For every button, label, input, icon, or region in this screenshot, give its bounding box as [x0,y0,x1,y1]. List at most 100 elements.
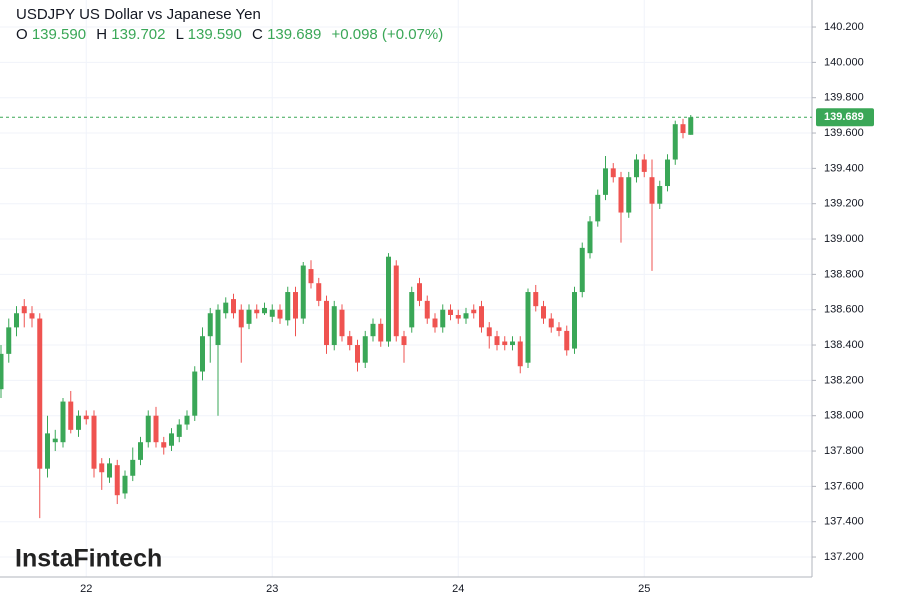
candle-body [91,415,97,469]
candle-body [300,265,306,319]
candle-body [463,313,469,319]
candle-body [21,306,27,314]
y-tick-label: 137.200 [824,551,864,563]
candle-body [564,330,570,351]
y-tick-label: 140.200 [824,21,864,33]
y-tick-label: 140.000 [824,56,864,68]
y-tick-label: 137.800 [824,445,864,457]
x-tick-label: 24 [452,583,464,595]
candle-body [401,336,407,346]
candle-body [657,186,663,204]
candle-body [83,415,89,420]
candle-body [192,371,198,416]
candle-body [176,424,182,437]
candle-body [424,300,430,319]
candle-body [45,433,50,469]
candle-body [184,415,190,425]
candle-body [541,306,546,319]
candle-body [618,177,624,213]
candle-body [370,323,376,337]
candle-body [378,323,384,342]
candle-body [347,336,353,346]
label: L [175,26,184,43]
candle-body [448,309,453,316]
candle-body [107,463,112,478]
candle-body [246,309,252,324]
candle-body [308,269,314,284]
candle-body [324,300,329,346]
candle-body [29,313,35,319]
watermark: InstaFintech [15,545,162,573]
y-tick-label: 139.000 [824,233,864,245]
candle-body [587,221,593,254]
candle-body [409,292,415,328]
candle-body [672,124,678,160]
candle-body [161,442,167,448]
candle-body [223,302,229,314]
y-tick-label: 138.800 [824,268,864,280]
candle-body [269,309,275,317]
candle-body [145,415,151,443]
candle-body [525,292,531,363]
candle-body [386,256,391,342]
candle-body [471,309,477,314]
symbol-title: USDJPY US Dollar vs Japanese Yen [16,6,261,23]
candle-body [238,309,244,328]
y-tick-label: 138.600 [824,304,864,316]
candle-body [603,168,608,195]
y-tick-label: 138.200 [824,374,864,386]
ohlc-line: O 139.590 H 139.702 L 139.590 C 139.689 … [16,25,449,45]
y-tick-label: 137.400 [824,516,864,528]
x-tick-label: 25 [638,583,650,595]
candle-body [285,292,291,321]
candle-body [76,415,81,430]
candle-body [60,401,66,443]
candle-body [665,159,670,187]
candle-body [634,159,639,178]
candle-body [207,313,213,337]
candle-body [316,283,322,301]
last-price-box [816,108,874,127]
x-tick-label: 23 [266,583,278,595]
candle-body [494,336,500,346]
candle-body [52,438,58,443]
candle-body [130,459,136,476]
candle-body [362,336,368,363]
y-tick-label: 139.600 [824,127,864,139]
candle-body [14,313,19,328]
candle-body [641,159,647,172]
candle-body [231,299,236,314]
candle-body [293,292,298,319]
candle-body [331,306,337,346]
label: O [16,26,28,43]
y-tick-label: 137.600 [824,480,864,492]
candle-body [455,315,461,319]
candle-body [393,265,399,337]
high-value: 139.702 [111,26,166,43]
candle-body [533,292,539,307]
y-tick-label: 138.000 [824,410,864,422]
y-tick-label: 139.400 [824,162,864,174]
candle-body [417,283,422,301]
candle-body [556,327,562,331]
candle-body [138,442,143,460]
candle-body [169,433,174,446]
candle-body [6,327,12,354]
candle-body [626,177,632,213]
y-tick-label: 138.400 [824,339,864,351]
candle-body [510,341,515,346]
candle-body [122,475,128,494]
change-value: +0.098 (+0.07%) [331,26,444,43]
candle-body [432,318,438,328]
y-tick-label: 139.200 [824,198,864,210]
candle-body [37,318,43,469]
open-value: 139.590 [31,26,87,43]
candle-body [153,415,159,443]
y-tick-label: 139.800 [824,92,864,104]
candle-body [99,463,105,473]
candle-body [579,247,585,293]
header: USDJPY US Dollar vs Japanese Yen O 139.5… [16,5,449,45]
candle-body [479,306,484,328]
